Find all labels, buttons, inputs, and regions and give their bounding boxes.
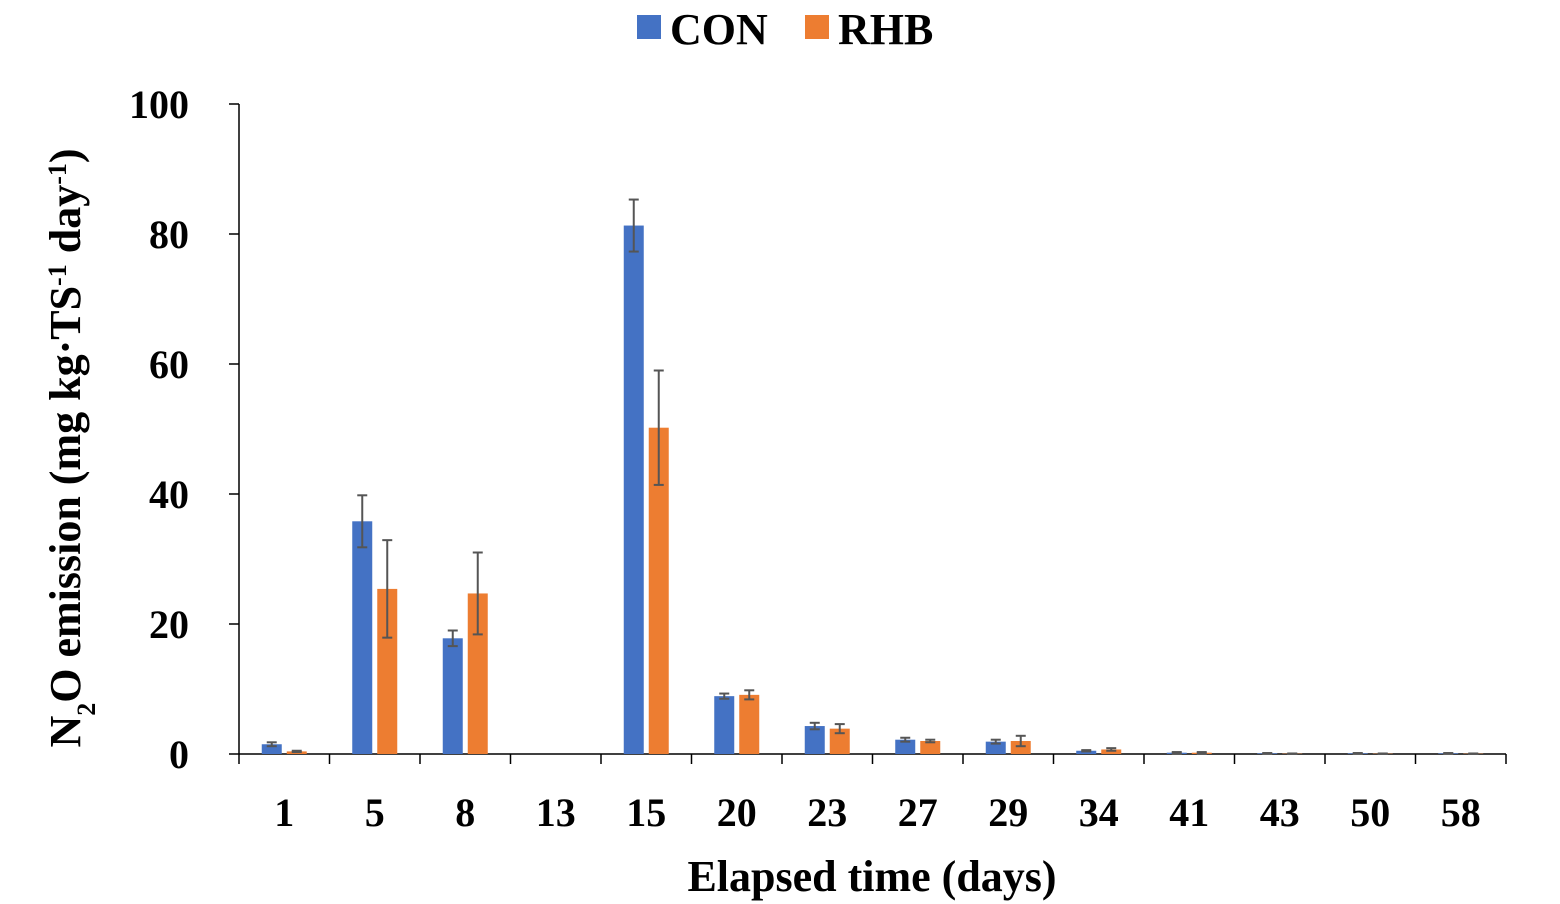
bar-con-day-5 bbox=[352, 521, 373, 754]
legend-label-rhb: RHB bbox=[838, 5, 933, 54]
x-tick-label: 8 bbox=[455, 790, 475, 835]
x-tick-label: 58 bbox=[1441, 790, 1481, 835]
x-tick-label: 34 bbox=[1079, 790, 1119, 835]
bar-con-day-20 bbox=[714, 696, 735, 754]
x-tick-label: 1 bbox=[274, 790, 294, 835]
bar-con-day-23 bbox=[804, 726, 825, 754]
x-tick-label: 41 bbox=[1169, 790, 1209, 835]
x-tick-label: 29 bbox=[988, 790, 1028, 835]
bar-rhb-day-23 bbox=[829, 728, 850, 754]
bar-rhb-day-20 bbox=[739, 694, 760, 754]
y-axis-ticks: 0 20 40 60 80 100 bbox=[129, 82, 239, 777]
y-tick-label: 0 bbox=[169, 732, 189, 777]
x-tick-label: 13 bbox=[536, 790, 576, 835]
bar-con-day-27 bbox=[895, 739, 916, 754]
x-tick-label: 15 bbox=[626, 790, 666, 835]
bar-rhb-day-5 bbox=[377, 588, 398, 754]
x-tick-label: 5 bbox=[365, 790, 385, 835]
y-tick-label: 80 bbox=[149, 212, 189, 257]
x-tick-label: 20 bbox=[717, 790, 757, 835]
y-tick-label: 60 bbox=[149, 342, 189, 387]
bars bbox=[261, 198, 1484, 755]
bar-con-day-1 bbox=[261, 744, 282, 754]
legend-label-con: CON bbox=[670, 5, 768, 54]
x-tick-label: 50 bbox=[1350, 790, 1390, 835]
bar-rhb-day-29 bbox=[1010, 741, 1031, 754]
x-axis-ticks: 1 5 8 13 15 20 23 27 29 34 41 43 50 58 bbox=[238, 754, 1507, 835]
bar-con-day-8 bbox=[442, 638, 463, 754]
y-tick-label: 40 bbox=[149, 472, 189, 517]
bar-con-day-29 bbox=[985, 741, 1006, 754]
bar-rhb-day-27 bbox=[920, 741, 941, 754]
y-axis-title: N2O emission (mg kg·TS-1 day-1) bbox=[41, 148, 101, 747]
legend-swatch-con bbox=[637, 15, 661, 39]
bar-con-day-15 bbox=[623, 225, 644, 755]
x-tick-label: 27 bbox=[898, 790, 938, 835]
x-axis-title: Elapsed time (days) bbox=[687, 852, 1056, 901]
x-tick-label: 23 bbox=[807, 790, 847, 835]
legend: CON RHB bbox=[637, 5, 933, 54]
y-tick-label: 20 bbox=[149, 602, 189, 647]
x-tick-label: 43 bbox=[1260, 790, 1300, 835]
legend-swatch-rhb bbox=[805, 15, 829, 39]
y-tick-label: 100 bbox=[129, 82, 189, 127]
bar-rhb-day-15 bbox=[648, 427, 669, 754]
